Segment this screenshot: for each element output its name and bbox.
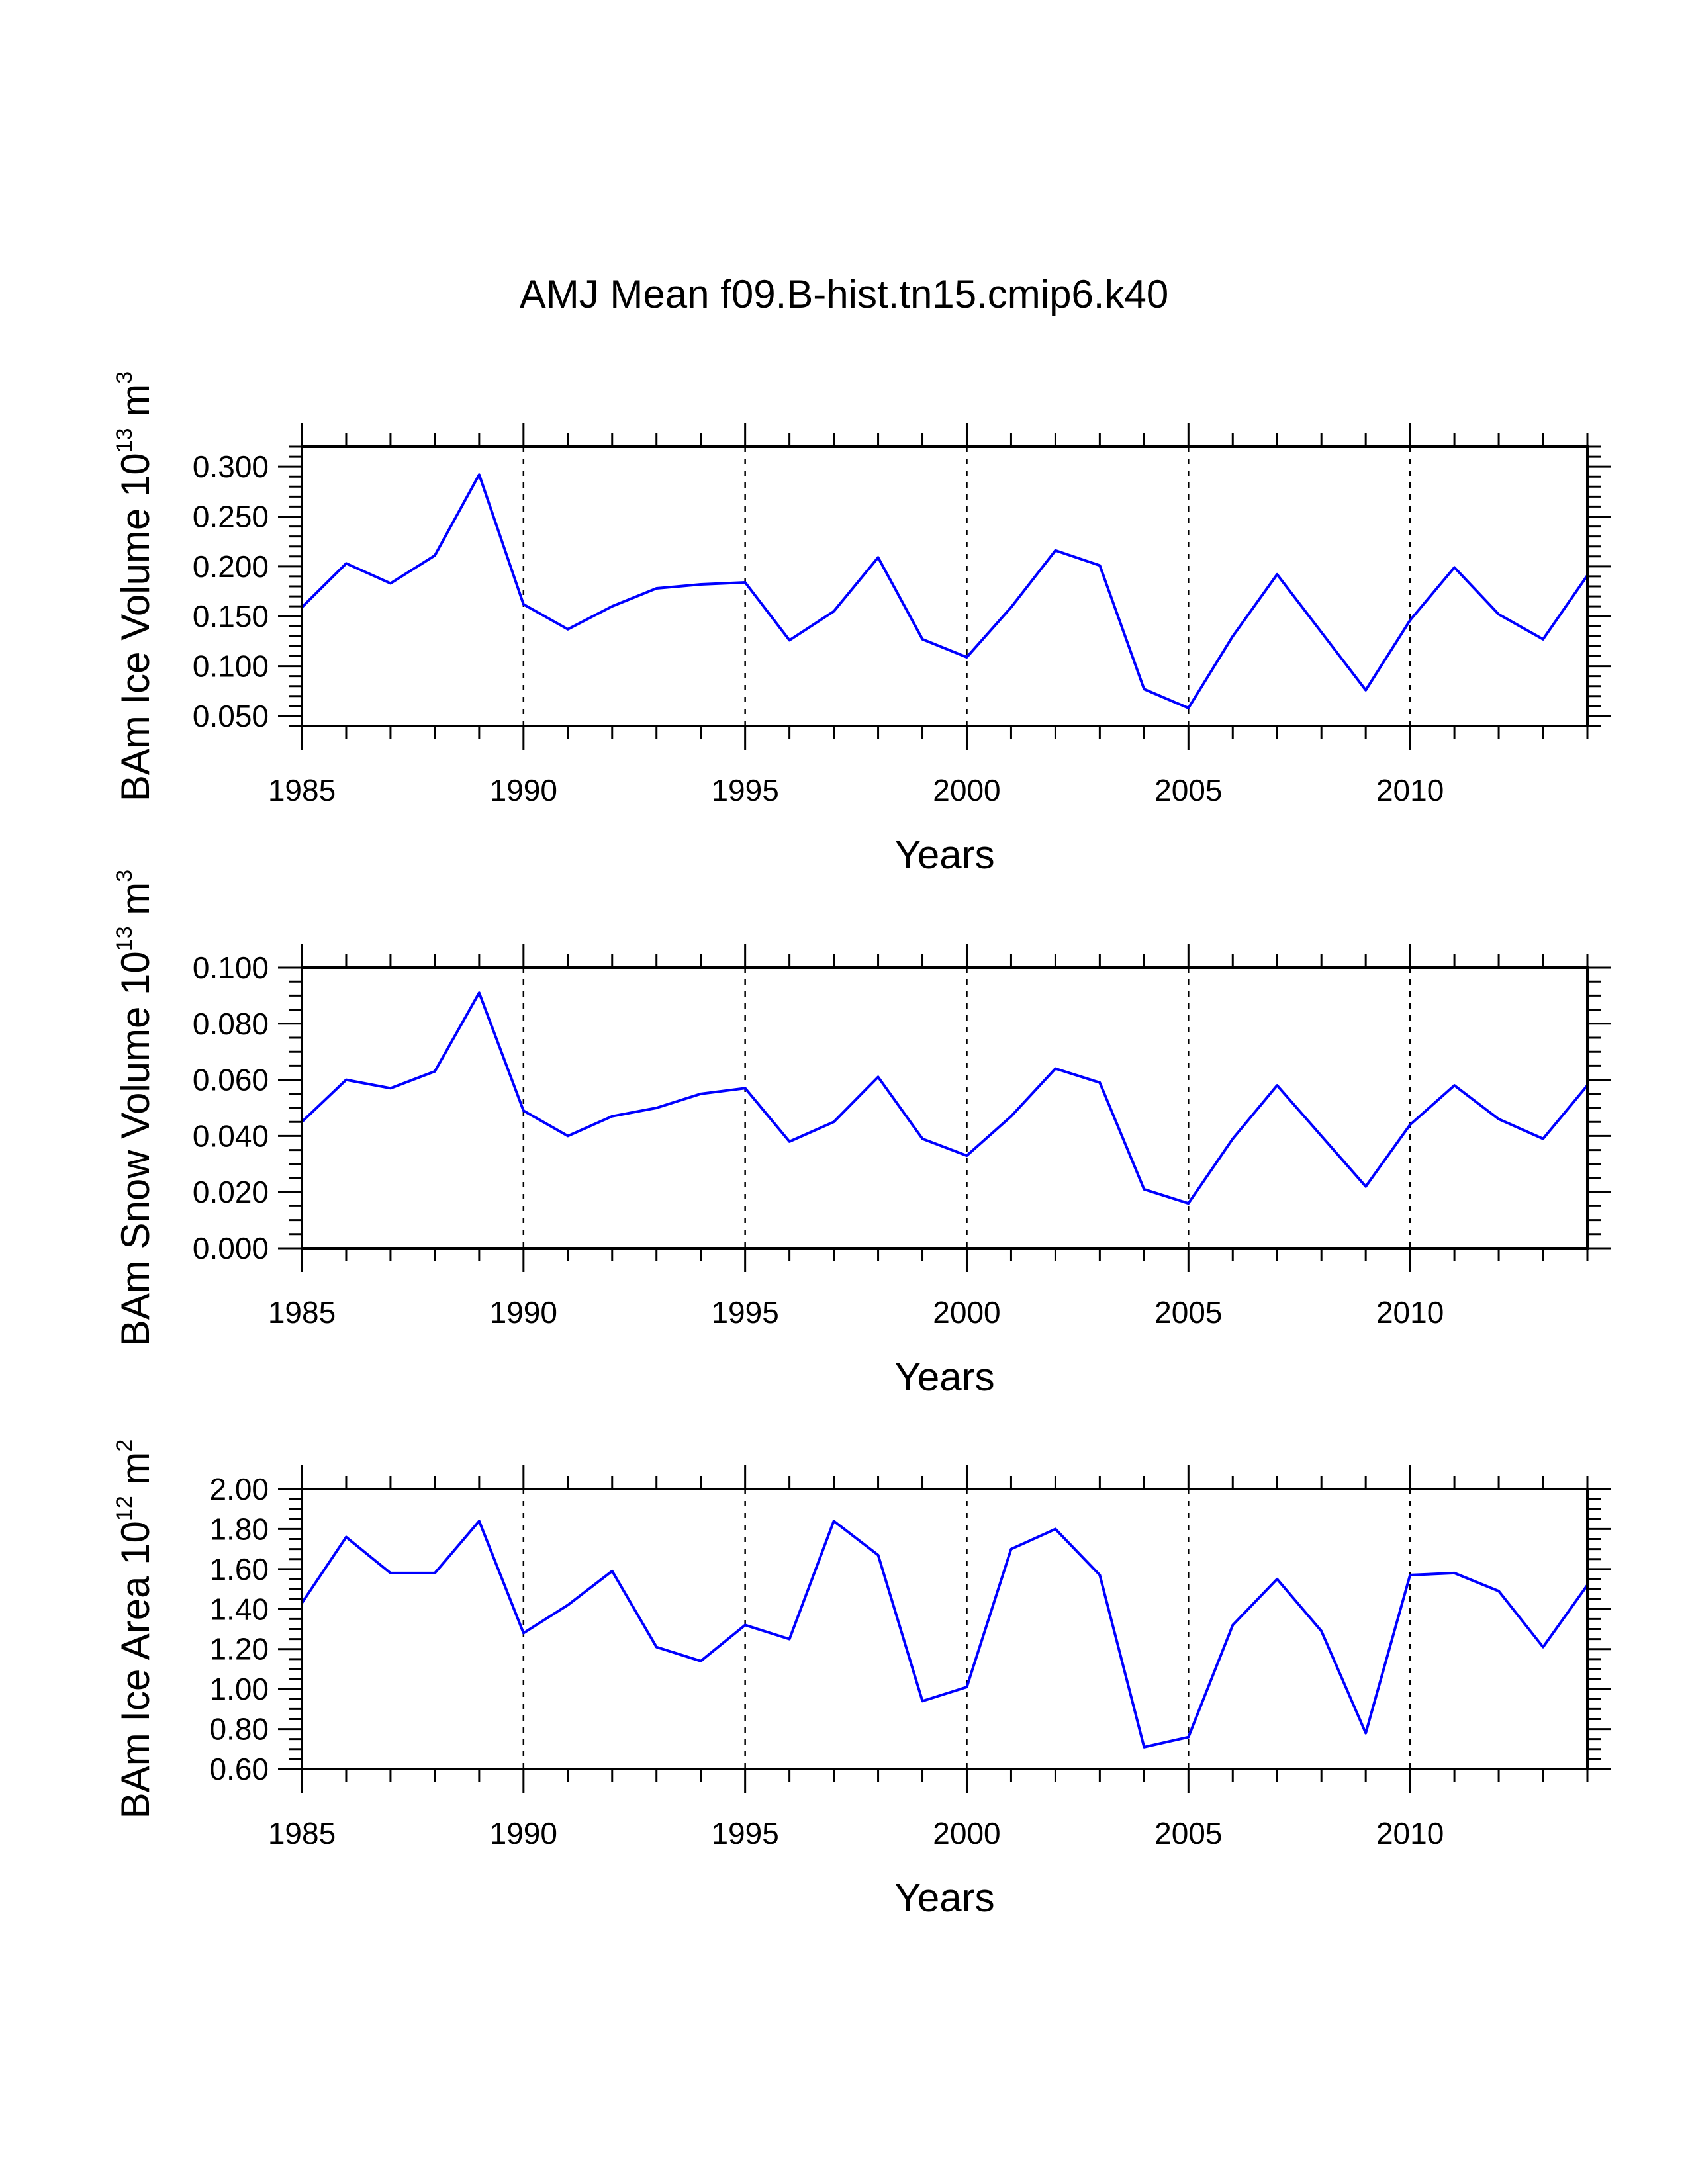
y-axis-label-part: 13 <box>112 428 137 453</box>
panel-2: 0.000 0.020 0.040 0.060 0.080 0.100 1985 1990 19… <box>112 870 1611 1399</box>
y-axis-label-part: 3 <box>112 870 137 882</box>
y-tick-label-0.300: 0.300 <box>193 449 269 484</box>
y-tick-label-1.40: 1.40 <box>209 1592 269 1626</box>
y-tick-label-0.80: 0.80 <box>209 1712 269 1747</box>
x-tick-label-2005: 2005 <box>1154 1295 1222 1330</box>
x-axis-label-1: Years <box>894 833 994 877</box>
x-tick-label-1985: 1985 <box>268 773 336 807</box>
plot-frame-2 <box>301 966 1589 1250</box>
y-tick-label-0.000: 0.000 <box>193 1231 269 1265</box>
y-tick-label-0.080: 0.080 <box>193 1007 269 1041</box>
x-tick-label-2010: 2010 <box>1376 1295 1444 1330</box>
x-tick-label-1985: 1985 <box>268 1816 336 1850</box>
y-axis-label-part: 12 <box>112 1496 137 1521</box>
y-tick-label-1.60: 1.60 <box>209 1552 269 1586</box>
x-tick-label-2005: 2005 <box>1154 773 1222 807</box>
x-tick-label-1990: 1990 <box>490 1295 557 1330</box>
x-tick-label-2010: 2010 <box>1376 773 1444 807</box>
x-tick-label-2010: 2010 <box>1376 1816 1444 1850</box>
panel-1: 0.050 0.100 0.150 0.200 0.250 0.300 1985 1990 19… <box>112 371 1611 877</box>
y-tick-label-0.100: 0.100 <box>193 950 269 985</box>
y-axis-label-part: 13 <box>112 926 137 951</box>
y-axis-label-part: m <box>113 882 158 927</box>
plot-frame-3 <box>301 1488 1589 1770</box>
x-tick-label-1995: 1995 <box>711 1816 778 1850</box>
x-tick-label-2000: 2000 <box>933 1816 1000 1850</box>
x-axis-label-3: Years <box>894 1876 994 1920</box>
x-tick-label-2005: 2005 <box>1154 1816 1222 1850</box>
x-tick-label-1995: 1995 <box>711 773 778 807</box>
y-tick-label-0.150: 0.150 <box>193 599 269 633</box>
y-tick-label-2.00: 2.00 <box>209 1472 269 1506</box>
y-axis-label-part: m <box>113 384 158 428</box>
y-tick-label-0.200: 0.200 <box>193 549 269 584</box>
x-tick-label-1985: 1985 <box>268 1295 336 1330</box>
y-tick-label-0.60: 0.60 <box>209 1752 269 1786</box>
y-axis-label-2: BAm Snow Volume 1013 m3 <box>112 870 158 1346</box>
y-tick-label-0.040: 0.040 <box>193 1118 269 1153</box>
y-axis-label-part: 2 <box>112 1439 137 1452</box>
panel-3: 0.60 0.80 1.00 1.20 1.40 1.60 1.80 2.00 1985 1990… <box>112 1439 1611 1920</box>
y-tick-label-0.250: 0.250 <box>193 500 269 534</box>
series-line-1 <box>301 473 1589 709</box>
y-tick-label-1.20: 1.20 <box>209 1632 269 1666</box>
y-tick-label-0.020: 0.020 <box>193 1175 269 1209</box>
x-tick-label-1995: 1995 <box>711 1295 778 1330</box>
y-axis-label-3: BAm Ice Area 1012 m2 <box>112 1439 158 1819</box>
y-tick-label-1.00: 1.00 <box>209 1672 269 1706</box>
plot-frame-1 <box>301 445 1589 727</box>
y-axis-label-part: BAm Ice Volume 10 <box>113 453 158 801</box>
x-tick-label-2000: 2000 <box>933 773 1000 807</box>
y-axis-label-part: 3 <box>112 371 137 384</box>
series-line-3 <box>301 1520 1589 1749</box>
series-line-2 <box>301 991 1589 1205</box>
y-axis-label-part: m <box>113 1452 158 1496</box>
y-tick-label-0.060: 0.060 <box>193 1063 269 1097</box>
y-tick-label-0.100: 0.100 <box>193 649 269 684</box>
y-axis-label-1: BAm Ice Volume 1013 m3 <box>112 371 158 801</box>
chart-title: AMJ Mean f09.B-hist.tn15.cmip6.k40 <box>520 272 1168 316</box>
x-tick-label-1990: 1990 <box>490 773 557 807</box>
y-axis-label-part: BAm Ice Area 10 <box>113 1521 158 1819</box>
x-tick-label-1990: 1990 <box>490 1816 557 1850</box>
y-tick-label-0.050: 0.050 <box>193 699 269 733</box>
y-tick-label-1.80: 1.80 <box>209 1512 269 1546</box>
y-axis-label-part: BAm Snow Volume 10 <box>113 951 158 1346</box>
x-axis-label-2: Years <box>894 1355 994 1399</box>
x-tick-label-2000: 2000 <box>933 1295 1000 1330</box>
